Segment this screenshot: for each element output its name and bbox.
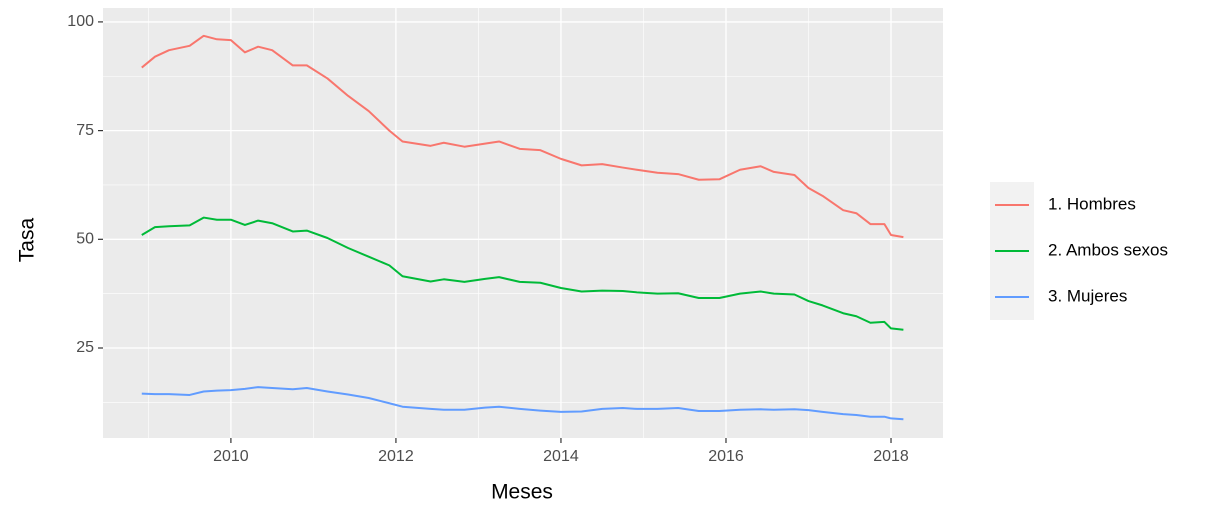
y-tick-label: 100 [67, 13, 94, 30]
x-tick-label: 2012 [378, 448, 414, 465]
line [141, 34, 904, 239]
line [141, 216, 904, 331]
x-tick-label: 2014 [543, 448, 579, 465]
y-tick-label: 50 [76, 231, 94, 248]
legend-label: 1. Hombres [1048, 194, 1136, 213]
y-tick-label: 75 [76, 122, 94, 139]
x-tick-label: 2010 [213, 448, 249, 465]
y-axis-title: Tasa [16, 218, 39, 263]
x-tick-label: 2018 [873, 448, 909, 465]
panel [103, 8, 943, 438]
line [141, 386, 904, 421]
legend-label: 3. Mujeres [1048, 286, 1127, 305]
y-tick-label: 25 [76, 339, 94, 356]
x-tick-label: 2016 [708, 448, 744, 465]
x-axis-title: Meses [491, 481, 553, 504]
legend-label: 2. Ambos sexos [1048, 240, 1168, 259]
